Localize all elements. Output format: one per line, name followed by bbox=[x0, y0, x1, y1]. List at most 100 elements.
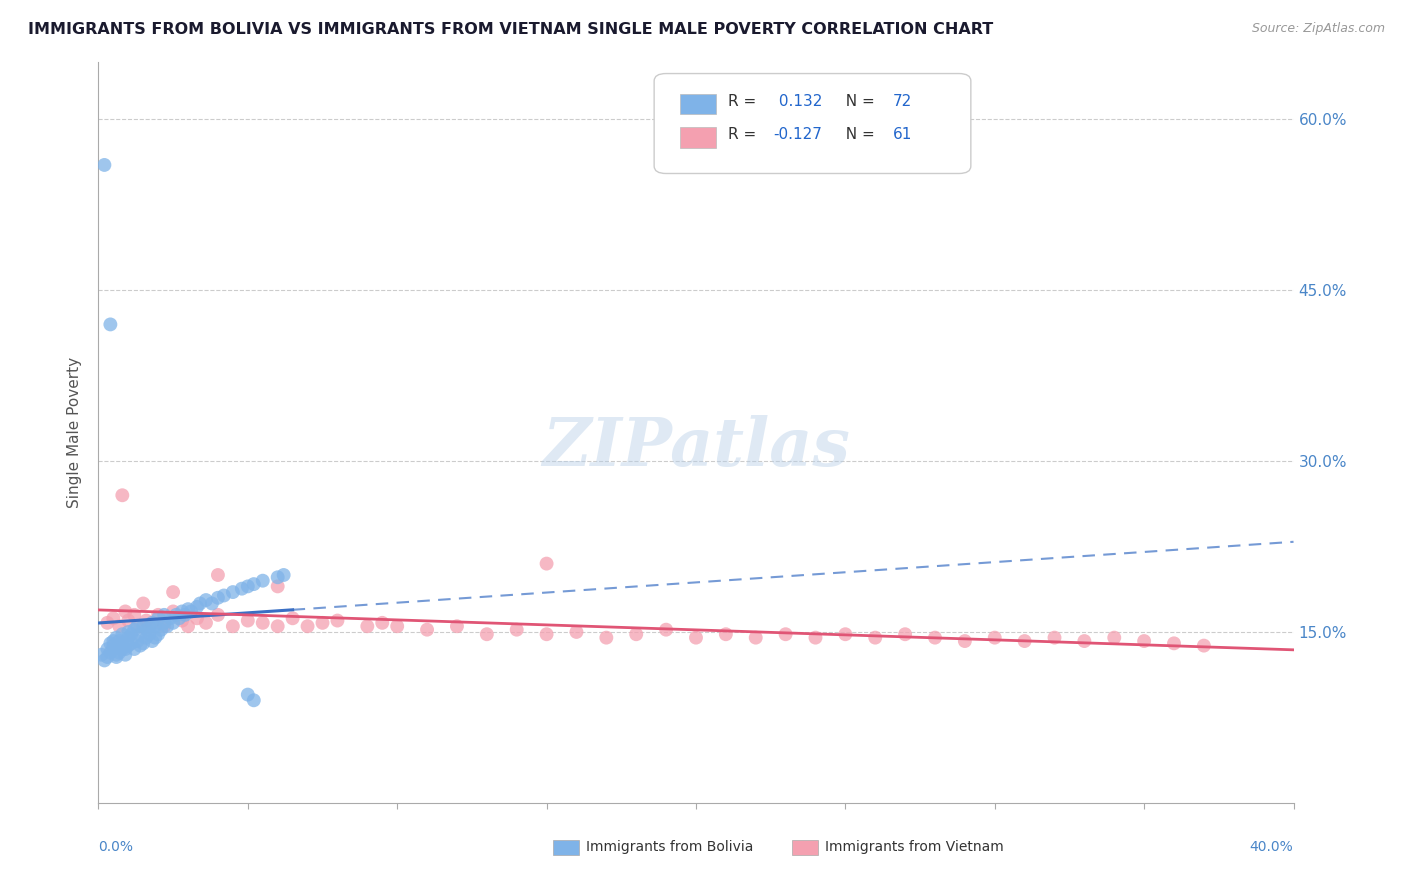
Point bbox=[745, 631, 768, 645]
Point bbox=[124, 623, 146, 637]
Point bbox=[120, 627, 142, 641]
Point bbox=[93, 653, 115, 667]
Point bbox=[138, 619, 160, 633]
Point bbox=[148, 627, 170, 641]
Point bbox=[103, 611, 125, 625]
Point bbox=[129, 639, 152, 653]
Point bbox=[775, 627, 797, 641]
Point bbox=[475, 627, 498, 641]
Point bbox=[267, 570, 290, 584]
Point bbox=[165, 607, 187, 622]
Point bbox=[111, 627, 134, 641]
Point bbox=[172, 604, 194, 618]
Point bbox=[93, 158, 115, 172]
Point bbox=[536, 627, 558, 641]
Point bbox=[267, 579, 290, 593]
Text: 0.0%: 0.0% bbox=[98, 840, 134, 854]
Point bbox=[297, 619, 319, 633]
Y-axis label: Single Male Poverty: Single Male Poverty bbox=[67, 357, 83, 508]
Point bbox=[135, 614, 157, 628]
Point bbox=[1192, 639, 1215, 653]
Point bbox=[114, 648, 136, 662]
Point bbox=[159, 611, 181, 625]
Point bbox=[111, 642, 134, 657]
Point bbox=[148, 607, 170, 622]
Point bbox=[714, 627, 737, 641]
Point bbox=[141, 615, 163, 630]
Point bbox=[117, 631, 139, 645]
FancyBboxPatch shape bbox=[681, 94, 716, 114]
Point bbox=[117, 639, 139, 653]
Point bbox=[356, 619, 378, 633]
Point bbox=[129, 627, 152, 641]
Point bbox=[120, 636, 142, 650]
Point bbox=[626, 627, 648, 641]
Point bbox=[127, 619, 149, 633]
Point bbox=[385, 619, 409, 633]
Point bbox=[108, 634, 131, 648]
Point bbox=[273, 568, 295, 582]
Point bbox=[162, 615, 184, 630]
Point bbox=[135, 631, 157, 645]
Point bbox=[195, 593, 218, 607]
Point bbox=[984, 631, 1007, 645]
Text: IMMIGRANTS FROM BOLIVIA VS IMMIGRANTS FROM VIETNAM SINGLE MALE POVERTY CORRELATI: IMMIGRANTS FROM BOLIVIA VS IMMIGRANTS FR… bbox=[28, 22, 994, 37]
Point bbox=[180, 604, 202, 618]
Point bbox=[103, 639, 125, 653]
Point bbox=[103, 642, 125, 657]
Point bbox=[105, 650, 128, 665]
Point bbox=[222, 619, 245, 633]
Point bbox=[1104, 631, 1126, 645]
Text: 0.132: 0.132 bbox=[773, 95, 823, 109]
Point bbox=[111, 488, 134, 502]
Point bbox=[281, 611, 304, 625]
Point bbox=[326, 614, 349, 628]
Text: Source: ZipAtlas.com: Source: ZipAtlas.com bbox=[1251, 22, 1385, 36]
Point bbox=[105, 631, 128, 645]
Point bbox=[153, 607, 176, 622]
Point bbox=[188, 597, 211, 611]
Point bbox=[124, 642, 146, 657]
Point bbox=[236, 688, 259, 702]
Point bbox=[162, 604, 184, 618]
Point bbox=[252, 615, 274, 630]
FancyBboxPatch shape bbox=[553, 840, 579, 855]
Text: Immigrants from Vietnam: Immigrants from Vietnam bbox=[825, 840, 1004, 855]
Point bbox=[834, 627, 856, 641]
Point bbox=[124, 607, 146, 622]
Point bbox=[132, 619, 155, 633]
Point bbox=[111, 636, 134, 650]
Point bbox=[108, 645, 131, 659]
Point bbox=[804, 631, 827, 645]
Point bbox=[565, 624, 588, 639]
Point bbox=[1163, 636, 1185, 650]
Point bbox=[207, 591, 229, 605]
Text: Immigrants from Bolivia: Immigrants from Bolivia bbox=[586, 840, 754, 855]
Point bbox=[655, 623, 678, 637]
Point bbox=[201, 597, 224, 611]
Point bbox=[222, 585, 245, 599]
Point bbox=[98, 318, 122, 332]
Text: 61: 61 bbox=[893, 128, 912, 143]
Point bbox=[132, 597, 155, 611]
Point bbox=[129, 619, 152, 633]
Point bbox=[311, 615, 333, 630]
Point bbox=[1073, 634, 1095, 648]
Point bbox=[207, 568, 229, 582]
Point bbox=[98, 636, 122, 650]
Point bbox=[1014, 634, 1036, 648]
Point bbox=[236, 614, 259, 628]
Point bbox=[243, 577, 266, 591]
Point bbox=[953, 634, 976, 648]
Text: R =: R = bbox=[728, 95, 762, 109]
Text: R =: R = bbox=[728, 128, 762, 143]
Point bbox=[96, 642, 118, 657]
Point bbox=[156, 619, 179, 633]
Point bbox=[236, 579, 259, 593]
Point bbox=[153, 615, 176, 630]
Point bbox=[108, 639, 131, 653]
Point bbox=[135, 623, 157, 637]
Point bbox=[207, 607, 229, 622]
Point bbox=[117, 624, 139, 639]
Point bbox=[127, 634, 149, 648]
